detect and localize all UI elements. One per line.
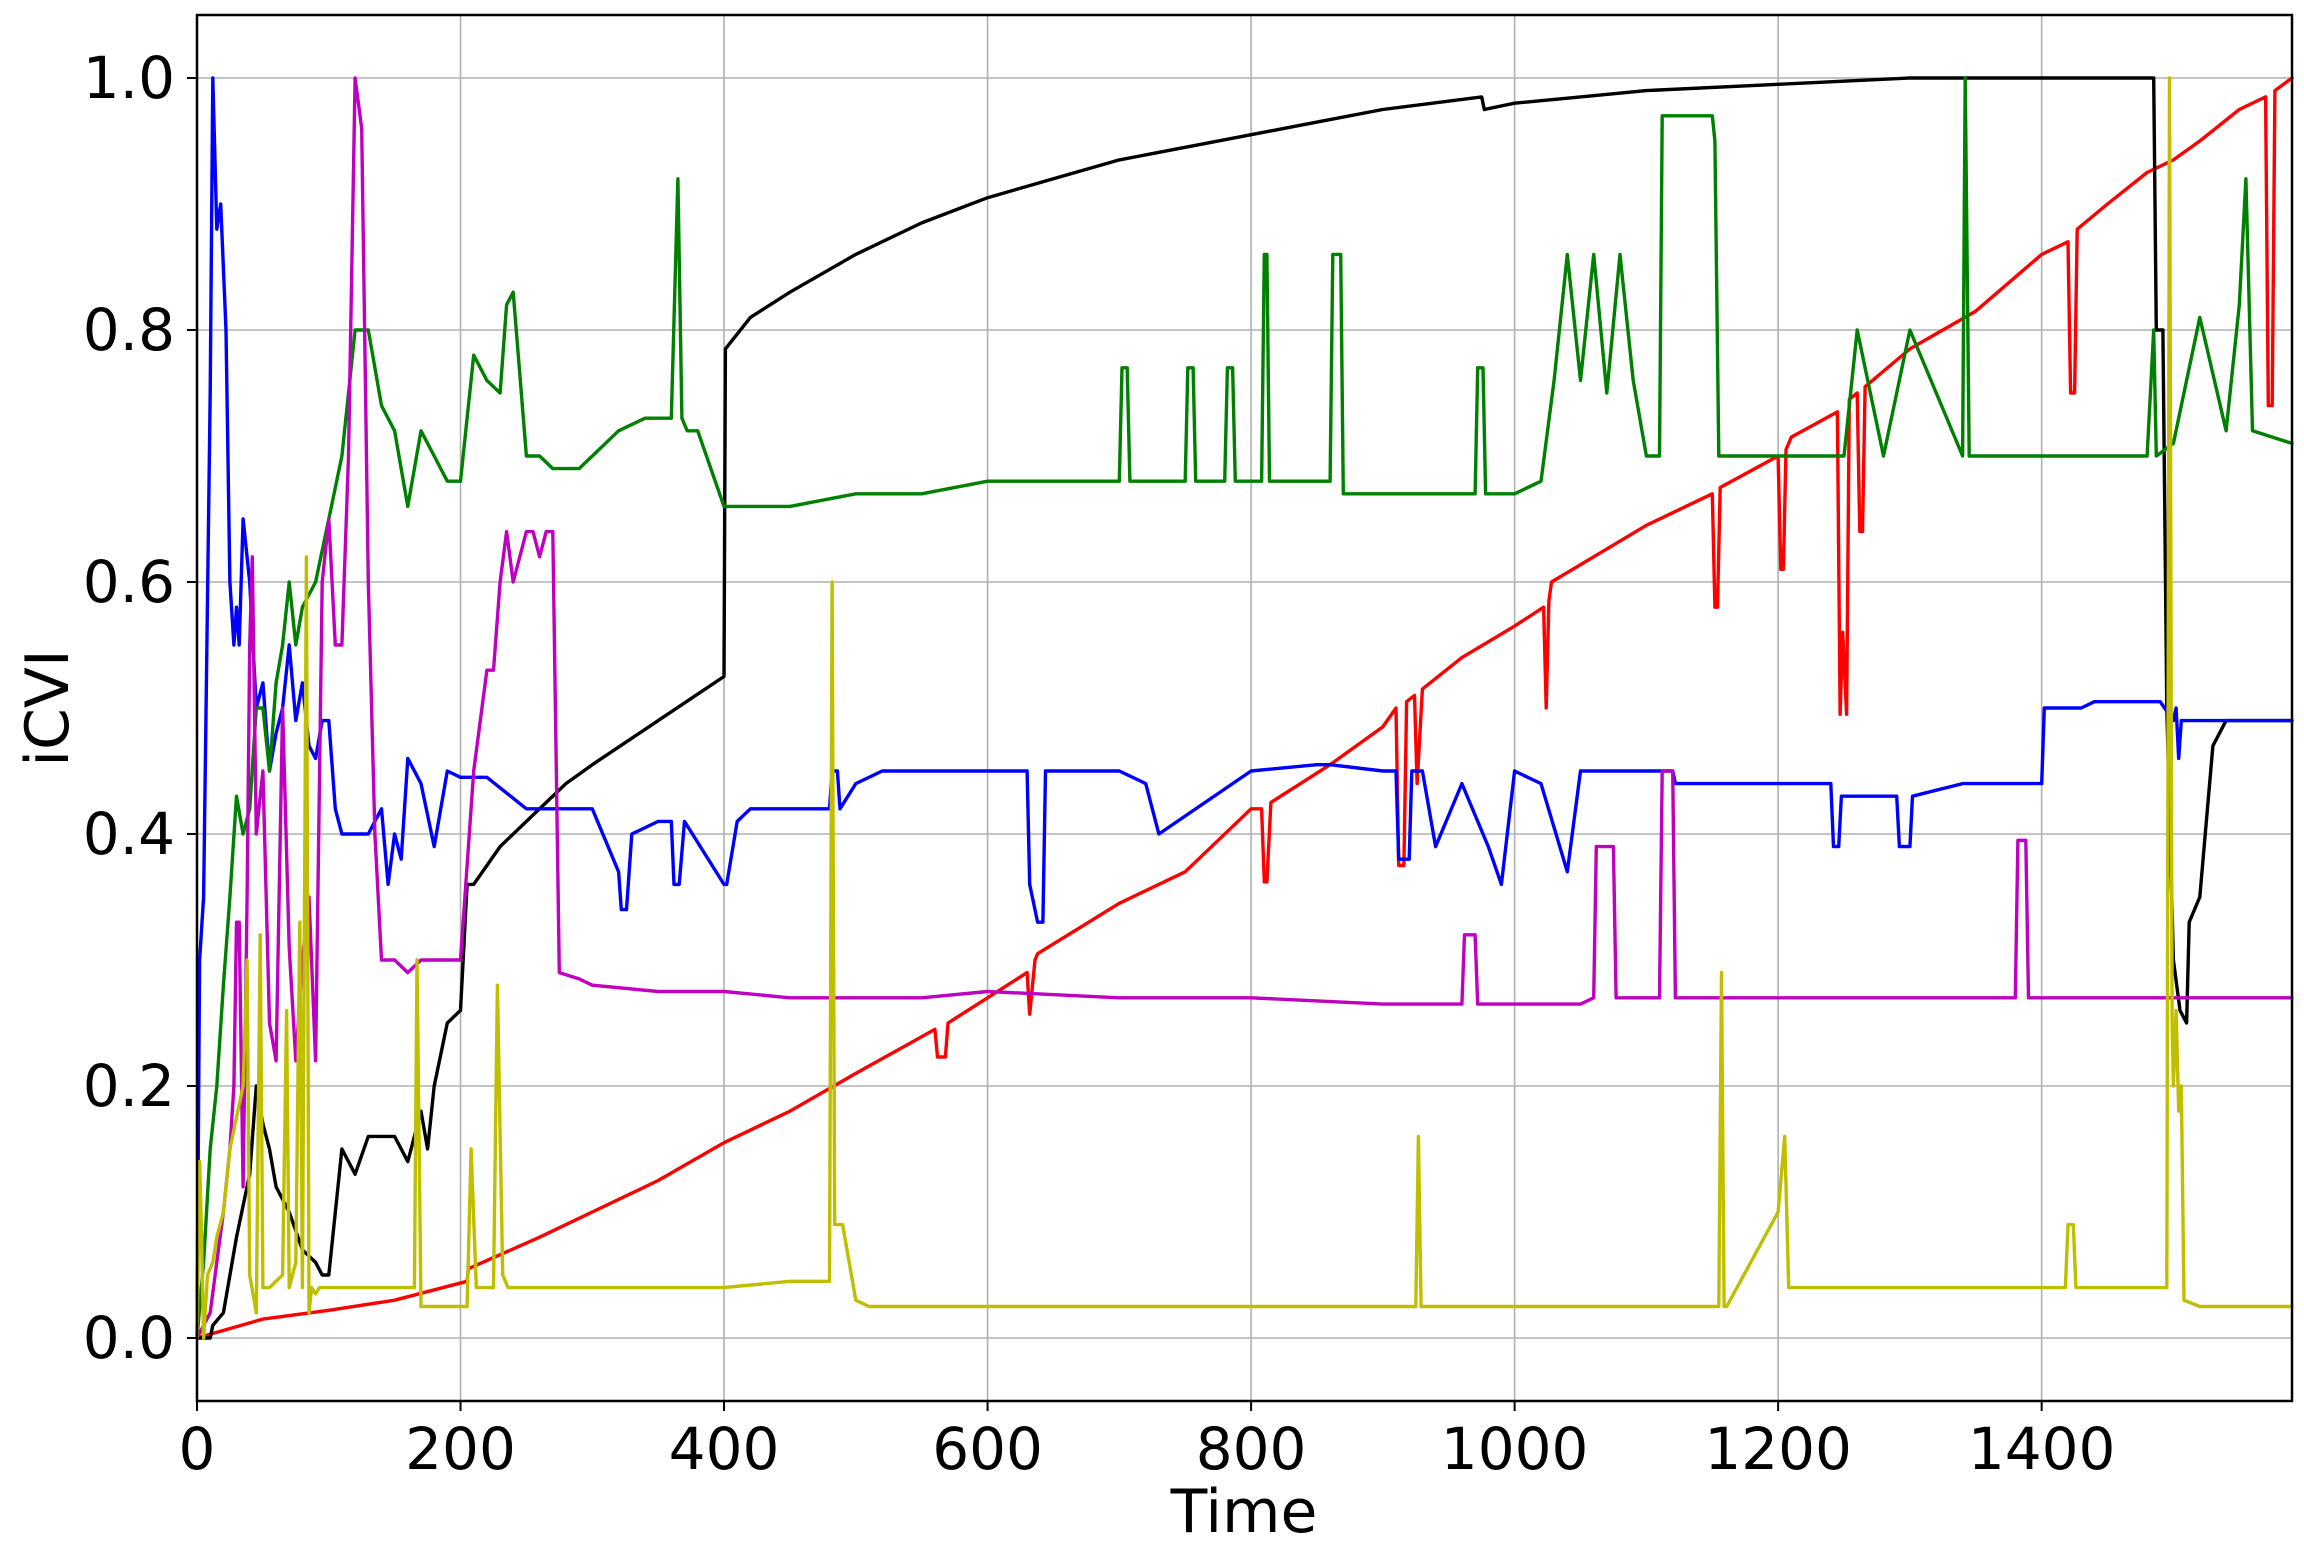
- series-line-5: [195, 76, 2294, 1340]
- x-tick-label: 0: [179, 1415, 216, 1483]
- series-line-3: [195, 76, 2294, 1340]
- series-line-4: [195, 76, 2294, 1340]
- y-tick-label: 0.4: [83, 800, 175, 868]
- x-axis-ticks: 0 200 400 600 800 1000 1200 1400: [179, 1401, 2116, 1483]
- y-tick-label: 0.0: [83, 1304, 175, 1372]
- x-tick-label: 400: [669, 1415, 780, 1483]
- y-tick-label: 0.8: [83, 296, 175, 364]
- x-tick-label: 1000: [1441, 1415, 1589, 1483]
- x-tick-label: 800: [1196, 1415, 1307, 1483]
- y-tick-label: 0.6: [83, 548, 175, 616]
- y-tick-label: 0.2: [83, 1052, 175, 1120]
- series-layer: [195, 76, 2294, 1340]
- series-line-2: [195, 76, 2294, 1340]
- y-axis-ticks: 0.0 0.2 0.4 0.6 0.8 1.0: [83, 44, 197, 1372]
- series-line-1: [195, 76, 2294, 1340]
- series-line-6: [195, 76, 2294, 1340]
- x-tick-label: 1200: [1704, 1415, 1852, 1483]
- x-tick-label: 600: [932, 1415, 1043, 1483]
- x-tick-label: 200: [405, 1415, 516, 1483]
- x-tick-label: 1400: [1968, 1415, 2116, 1483]
- y-tick-label: 1.0: [83, 44, 175, 112]
- x-axis-title: Time: [1170, 1477, 1318, 1547]
- grid: [196, 15, 2292, 1401]
- plot-frame: [195, 13, 2294, 1403]
- y-axis-title: iCVI: [13, 649, 83, 766]
